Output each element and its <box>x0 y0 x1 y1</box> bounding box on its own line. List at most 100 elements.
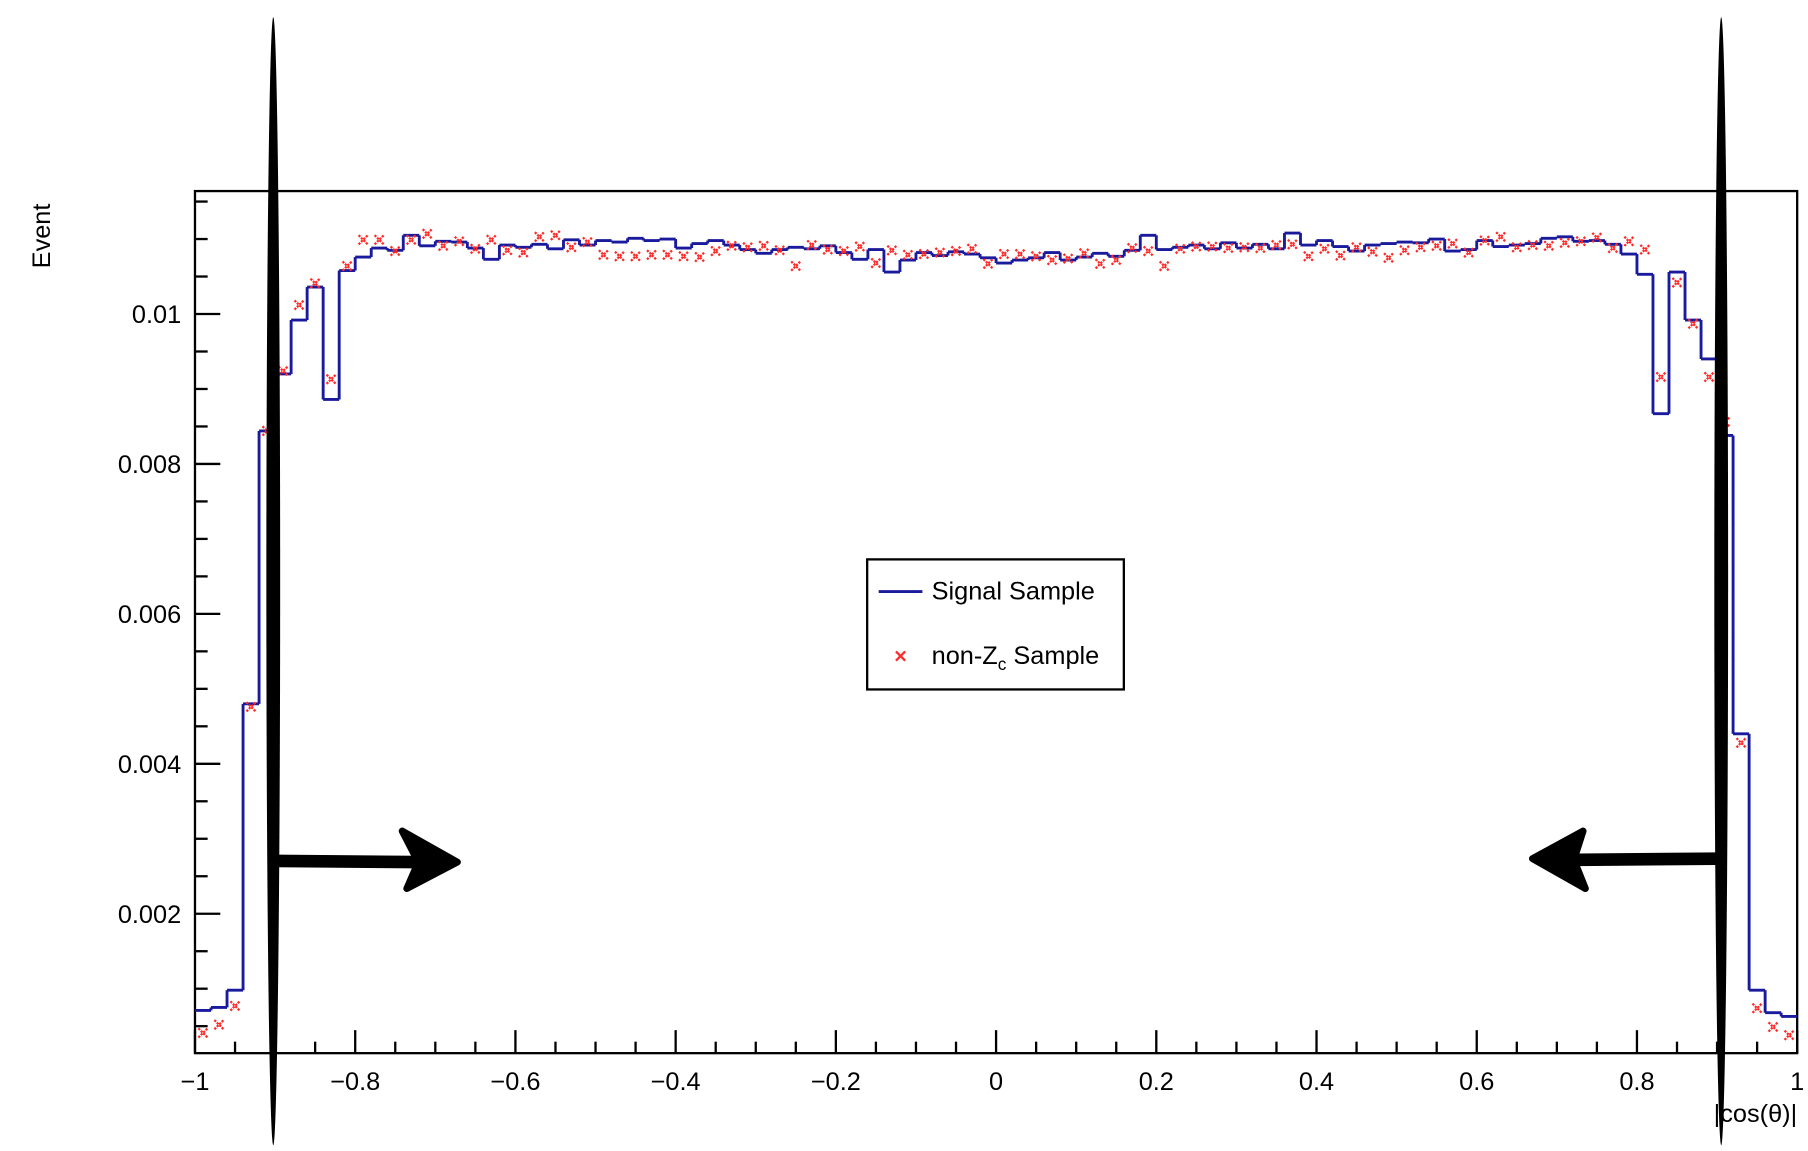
data-marker <box>245 701 257 713</box>
data-marker <box>662 249 674 261</box>
data-marker <box>1559 237 1571 249</box>
arrow-right-head <box>398 827 461 893</box>
arrow-left-head <box>1528 827 1589 893</box>
data-marker <box>822 244 834 255</box>
data-marker <box>982 258 994 270</box>
data-marker <box>1575 235 1587 247</box>
data-marker <box>293 299 305 311</box>
data-marker <box>1415 241 1427 253</box>
cut-line-left <box>266 17 281 1146</box>
data-marker <box>710 245 722 257</box>
data-marker <box>1447 238 1459 249</box>
data-marker <box>1351 241 1362 253</box>
data-marker <box>1655 371 1667 383</box>
y-tick-label: 0.01 <box>132 301 181 329</box>
data-marker <box>1158 260 1170 272</box>
data-marker <box>1607 242 1619 254</box>
data-marker <box>1399 244 1411 256</box>
data-marker <box>1751 1002 1763 1014</box>
data-marker <box>1431 240 1443 252</box>
data-marker <box>1671 277 1683 288</box>
data-marker <box>870 257 882 269</box>
legend-label: Signal Sample <box>932 578 1095 606</box>
data-marker <box>1078 247 1090 259</box>
data-marker <box>582 236 593 248</box>
x-tick-label: −0.2 <box>811 1068 861 1096</box>
data-marker <box>1783 1029 1795 1041</box>
data-marker <box>1495 231 1507 243</box>
data-marker <box>357 234 369 246</box>
data-marker <box>806 239 818 251</box>
x-tick-label: 1 <box>1790 1068 1804 1096</box>
data-marker <box>1479 235 1491 246</box>
data-marker <box>758 240 770 252</box>
x-tick-label: −0.8 <box>330 1068 380 1096</box>
data-marker <box>726 240 738 252</box>
data-marker <box>1126 242 1138 254</box>
x-tick-label: 0.2 <box>1139 1068 1174 1096</box>
x-tick-label: −1 <box>181 1068 210 1096</box>
data-marker <box>1335 250 1346 261</box>
data-marker <box>1303 250 1314 262</box>
data-marker <box>934 247 946 258</box>
y-tick-label: 0.006 <box>118 601 181 629</box>
data-marker <box>1094 258 1106 270</box>
data-marker <box>566 241 577 253</box>
x-tick-label: 0 <box>989 1068 1003 1096</box>
data-marker <box>1463 247 1475 258</box>
y-tick-label: 0.002 <box>118 901 181 929</box>
y-axis-label: Event <box>28 204 56 269</box>
data-marker <box>1110 254 1122 266</box>
data-marker <box>1639 244 1651 255</box>
data-marker <box>518 247 529 258</box>
data-marker <box>213 1019 225 1031</box>
y-tick-label: 0.004 <box>118 751 181 779</box>
data-marker <box>405 234 417 246</box>
data-marker <box>1511 241 1523 253</box>
data-marker <box>1255 242 1266 254</box>
data-marker <box>1222 242 1234 254</box>
data-marker <box>277 365 289 377</box>
data-marker <box>854 241 866 252</box>
cut-line-right <box>1714 17 1729 1146</box>
data-marker <box>1014 248 1026 260</box>
data-marker <box>1735 737 1747 749</box>
data-marker <box>1367 246 1379 258</box>
data-marker <box>1687 318 1699 330</box>
data-marker <box>534 231 545 243</box>
data-marker <box>1527 239 1539 251</box>
data-marker <box>453 235 465 247</box>
data-marker <box>437 240 449 252</box>
data-marker <box>646 249 658 261</box>
data-marker <box>421 228 433 240</box>
data-marker <box>1543 240 1555 252</box>
data-marker <box>1206 241 1218 252</box>
x-tick-label: −0.4 <box>651 1068 701 1096</box>
data-marker <box>469 243 481 255</box>
data-marker <box>614 250 625 262</box>
data-marker <box>1046 254 1058 266</box>
data-marker <box>1174 243 1186 255</box>
data-marker <box>678 250 690 262</box>
data-marker <box>1591 232 1603 243</box>
x-tick-label: 0.6 <box>1459 1068 1494 1096</box>
data-marker <box>598 249 609 261</box>
data-marker <box>790 260 802 272</box>
data-marker <box>694 251 706 263</box>
x-tick-label: −0.6 <box>490 1068 540 1096</box>
x-tick-label: 0.8 <box>1619 1068 1654 1096</box>
data-marker <box>998 248 1010 260</box>
data-marker <box>309 277 321 289</box>
arrow-right-shaft <box>271 854 423 869</box>
data-marker <box>341 260 353 272</box>
data-marker <box>1319 243 1330 255</box>
data-marker <box>1062 253 1074 264</box>
data-marker <box>229 1000 241 1012</box>
data-marker <box>1287 238 1298 250</box>
data-marker <box>485 234 497 246</box>
data-marker <box>1239 241 1250 253</box>
data-marker <box>1030 250 1042 262</box>
arrow-left-shaft <box>1572 852 1723 867</box>
